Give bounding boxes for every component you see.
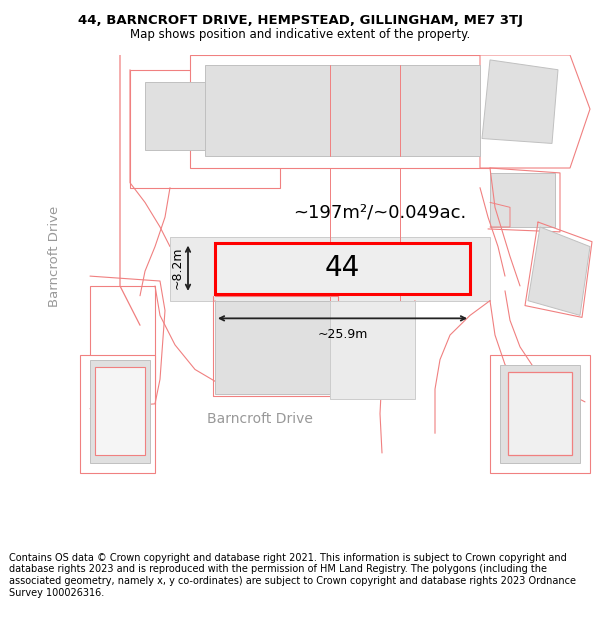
- Text: ~8.2m: ~8.2m: [171, 247, 184, 289]
- Polygon shape: [508, 372, 572, 455]
- Polygon shape: [480, 55, 590, 168]
- Polygon shape: [170, 237, 490, 301]
- Polygon shape: [482, 60, 558, 144]
- Text: Contains OS data © Crown copyright and database right 2021. This information is : Contains OS data © Crown copyright and d…: [9, 552, 576, 598]
- Text: ~197m²/~0.049ac.: ~197m²/~0.049ac.: [293, 203, 467, 221]
- Polygon shape: [205, 65, 480, 156]
- Polygon shape: [500, 364, 580, 462]
- Text: 44, BARNCROFT DRIVE, HEMPSTEAD, GILLINGHAM, ME7 3TJ: 44, BARNCROFT DRIVE, HEMPSTEAD, GILLINGH…: [77, 14, 523, 27]
- Polygon shape: [490, 355, 590, 472]
- Polygon shape: [90, 286, 155, 404]
- Polygon shape: [490, 173, 555, 227]
- Polygon shape: [528, 227, 590, 316]
- Text: 44: 44: [325, 254, 360, 282]
- Polygon shape: [145, 81, 330, 151]
- Polygon shape: [215, 301, 335, 394]
- Text: Barncroft Drive: Barncroft Drive: [207, 412, 313, 426]
- Text: Barncroft Drive: Barncroft Drive: [49, 206, 62, 307]
- Text: Map shows position and indicative extent of the property.: Map shows position and indicative extent…: [130, 28, 470, 41]
- Polygon shape: [330, 301, 415, 399]
- Polygon shape: [90, 359, 150, 462]
- Polygon shape: [80, 355, 155, 472]
- Polygon shape: [95, 366, 145, 455]
- Text: ~25.9m: ~25.9m: [317, 328, 368, 341]
- Polygon shape: [190, 55, 490, 168]
- Polygon shape: [130, 70, 350, 188]
- Bar: [215, 242, 470, 294]
